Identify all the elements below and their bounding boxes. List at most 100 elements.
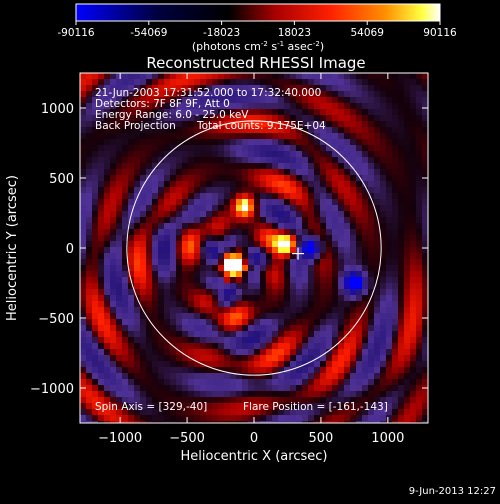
heatmap-cell [98,415,104,421]
heatmap-cell [308,283,314,289]
heatmap-cell [302,79,308,85]
heatmap-cell [92,175,98,181]
heatmap-cell [230,229,236,235]
heatmap-cell [344,325,350,331]
heatmap-cell [182,283,188,289]
heatmap-cell [92,367,98,373]
heatmap-cell [314,397,320,403]
heatmap-cell [362,139,368,145]
heatmap-cell [266,295,272,301]
heatmap-cell [416,121,422,127]
heatmap-cell [266,181,272,187]
heatmap-cell [104,367,110,373]
heatmap-cell [344,163,350,169]
heatmap-cell [290,235,296,241]
heatmap-cell [152,133,158,139]
heatmap-cell [260,289,266,295]
heatmap-cell [266,163,272,169]
heatmap-cell [98,421,104,423]
heatmap-cell [170,355,176,361]
heatmap-cell [182,325,188,331]
heatmap-cell [410,235,416,241]
heatmap-cell [254,283,260,289]
heatmap-cell [266,307,272,313]
heatmap-cell [98,349,104,355]
heatmap-cell [242,97,248,103]
heatmap-cell [404,265,410,271]
heatmap-cell [122,247,128,253]
heatmap-cell [122,91,128,97]
heatmap-cell [356,307,362,313]
heatmap-cell [158,145,164,151]
heatmap-cell [206,127,212,133]
heatmap-cell [170,127,176,133]
heatmap-cell [326,265,332,271]
heatmap-cell [182,271,188,277]
heatmap-cell [338,145,344,151]
heatmap-cell [308,295,314,301]
heatmap-cell [104,415,110,421]
heatmap-cell [194,319,200,325]
heatmap-cell [164,301,170,307]
heatmap-cell [326,337,332,343]
heatmap-cell [416,301,422,307]
heatmap-cell [146,151,152,157]
heatmap-cell [278,385,284,391]
heatmap-cell [308,403,314,409]
heatmap-cell [362,145,368,151]
heatmap-cell [236,349,242,355]
heatmap-cell [140,331,146,337]
heatmap-cell [122,163,128,169]
heatmap-cell [176,151,182,157]
heatmap-cell [320,103,326,109]
heatmap-cell [368,361,374,367]
heatmap-cell [338,265,344,271]
heatmap-cell [212,223,218,229]
heatmap-cell [86,415,92,421]
heatmap-cell [404,313,410,319]
heatmap-cell [392,349,398,355]
heatmap-cell [188,337,194,343]
heatmap-cell [200,127,206,133]
heatmap-cell [290,259,296,265]
heatmap-cell [110,79,116,85]
heatmap-cell [284,73,290,79]
heatmap-cell [218,199,224,205]
heatmap-cell [296,301,302,307]
heatmap-cell [284,307,290,313]
heatmap-cell [422,103,428,109]
heatmap-cell [272,235,278,241]
heatmap-cell [368,157,374,163]
heatmap-cell [104,289,110,295]
heatmap-cell [224,199,230,205]
heatmap-cell [194,79,200,85]
heatmap-cell [146,85,152,91]
heatmap-cell [254,97,260,103]
heatmap-cell [110,385,116,391]
heatmap-cell [380,97,386,103]
heatmap-cell [146,307,152,313]
heatmap-cell [362,337,368,343]
heatmap-cell [368,109,374,115]
heatmap-cell [326,415,332,421]
heatmap-cell [350,277,356,283]
heatmap-cell [338,403,344,409]
heatmap-cell [80,109,86,115]
heatmap-cell [164,385,170,391]
heatmap-cell [182,295,188,301]
heatmap-cell [344,145,350,151]
heatmap-cell [392,235,398,241]
heatmap-cell [128,73,134,79]
heatmap-cell [242,193,248,199]
heatmap-cell [134,109,140,115]
heatmap-cell [404,253,410,259]
heatmap-cell [158,403,164,409]
heatmap-cell [182,181,188,187]
heatmap-cell [320,349,326,355]
heatmap-cell [200,97,206,103]
heatmap-cell [248,103,254,109]
heatmap-cell [326,97,332,103]
heatmap-cell [338,211,344,217]
heatmap-cell [194,385,200,391]
heatmap-cell [182,421,188,423]
